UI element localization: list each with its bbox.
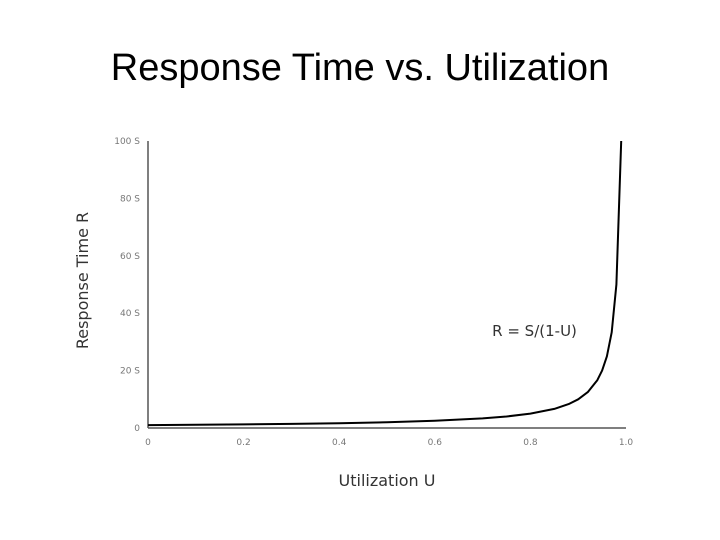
curve-formula-annotation: R = S/(1-U) [492, 322, 577, 340]
x-tick-label: 0.2 [236, 438, 250, 448]
x-tick-label: 0.8 [523, 438, 538, 448]
x-tick-label: 1.0 [619, 438, 634, 448]
y-tick-label: 20 S [120, 367, 140, 377]
y-tick-label: 60 S [120, 252, 140, 262]
tick-labels: 0 0.2 0.4 0.6 0.8 1.0 0 20 S 40 S 60 S 80 S 100 S [114, 137, 633, 448]
y-tick-label: 40 S [120, 309, 140, 319]
y-tick-label: 80 S [120, 194, 140, 204]
series-line [147, 140, 623, 427]
y-tick-label: 100 S [114, 137, 140, 147]
y-tick-label: 0 [134, 424, 140, 434]
x-tick-label: 0 [145, 438, 151, 448]
x-tick-label: 0.4 [332, 438, 347, 448]
y-axis-label: Response Time R [73, 212, 92, 349]
series-layer [147, 140, 623, 427]
slide-title: Response Time vs. Utilization [110, 47, 610, 89]
x-tick-label: 0.6 [428, 438, 443, 448]
axes [147, 141, 626, 429]
x-axis-label: Utilization U [339, 471, 436, 490]
